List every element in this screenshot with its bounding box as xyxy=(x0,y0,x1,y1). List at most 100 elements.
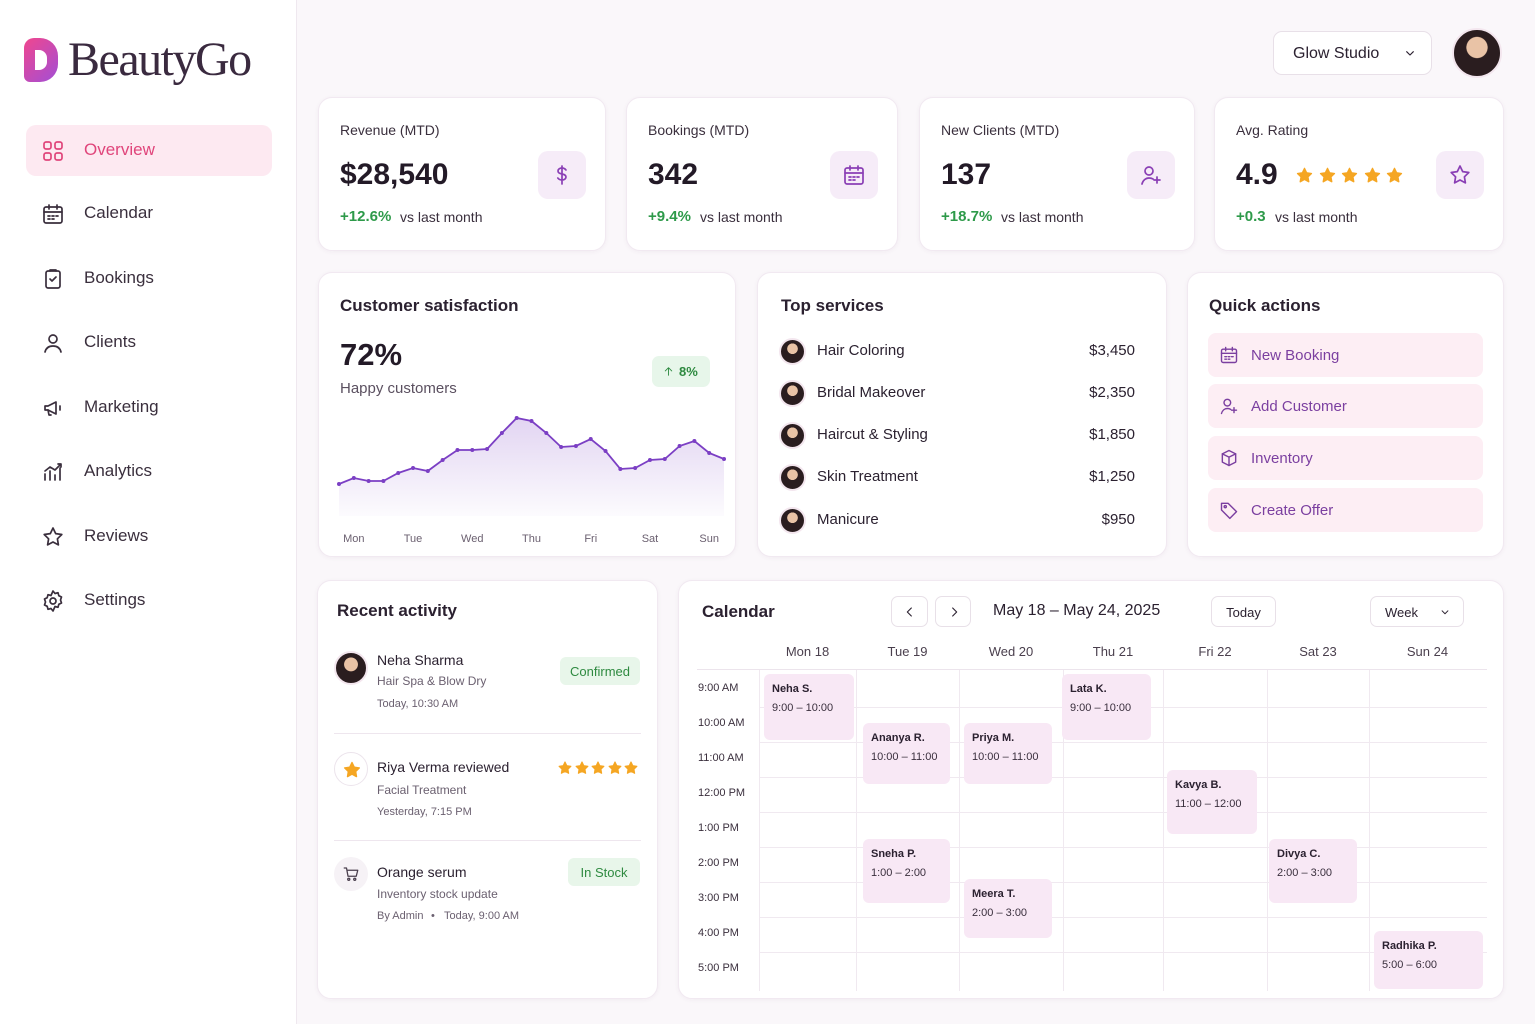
star xyxy=(1296,167,1313,183)
activity-detail: Hair Spa & Blow Dry xyxy=(377,674,487,688)
point xyxy=(366,479,371,483)
time-label: 4:00 PM xyxy=(698,927,739,939)
service-avatar xyxy=(779,380,806,407)
activity-time: Today, 10:30 AM xyxy=(377,698,459,710)
recent-activity-card: Recent activity Neha Sharma Hair Spa & Blo… xyxy=(317,580,658,999)
event-time: 10:00 – 11:00 xyxy=(972,751,1039,763)
satisfaction-chart: Mon Tue Wed Thu Fri Sat Sun xyxy=(337,416,726,545)
nav-label: Analytics xyxy=(84,461,153,480)
point xyxy=(662,457,667,461)
point xyxy=(677,444,682,448)
nav-item[interactable]: Clients xyxy=(26,317,272,368)
studio-select[interactable]: Glow Studio xyxy=(1273,31,1432,75)
activity-title: Neha Sharma xyxy=(377,652,464,668)
prev-button[interactable] xyxy=(891,596,928,627)
event-time: 9:00 – 10:00 xyxy=(772,702,834,714)
nav-icon xyxy=(44,334,62,353)
logo-mark-cut xyxy=(35,50,47,70)
time-label: 2:00 PM xyxy=(698,857,739,869)
event-time: 5:00 – 6:00 xyxy=(1382,959,1438,971)
kpi-change: +12.6% xyxy=(340,208,392,225)
event-time: 10:00 – 11:00 xyxy=(871,751,938,763)
nav-icon xyxy=(45,269,61,289)
x-tick-label: Sat xyxy=(642,533,659,545)
calendar-event[interactable]: Radhika P. 5:00 – 6:00 xyxy=(1374,931,1483,989)
chevron xyxy=(1441,610,1449,615)
star xyxy=(558,761,572,774)
action-label: Add Customer xyxy=(1251,398,1347,415)
activity-detail: Inventory stock update xyxy=(377,887,498,901)
view-select[interactable]: Week xyxy=(1370,596,1464,627)
star xyxy=(343,761,361,778)
activity-by: By Admin xyxy=(377,910,424,922)
next-button[interactable] xyxy=(935,596,971,627)
activity-time: Today, 9:00 AM xyxy=(444,910,520,922)
nav-item[interactable]: Overview xyxy=(26,125,272,176)
activity-detail: Facial Treatment xyxy=(377,783,467,797)
nav-label: Reviews xyxy=(84,526,149,545)
status-badge: Confirmed xyxy=(560,657,640,685)
calendar-event[interactable]: Sneha P. 1:00 – 2:00 xyxy=(863,839,950,903)
nav-item[interactable]: Marketing xyxy=(26,382,272,433)
time-label: 1:00 PM xyxy=(698,822,739,834)
today-button[interactable]: Today xyxy=(1211,596,1276,627)
kpi-label: New Clients (MTD) xyxy=(941,122,1060,138)
calendar-event[interactable]: Ananya R. 10:00 – 11:00 xyxy=(863,723,950,784)
calendar-event[interactable]: Lata K. 9:00 – 10:00 xyxy=(1062,674,1151,740)
kpi-note: vs last month xyxy=(1001,209,1084,225)
kpi-label: Avg. Rating xyxy=(1236,122,1309,138)
chevron xyxy=(1406,51,1414,56)
service-amount: $1,850 xyxy=(1089,426,1135,443)
service-avatar xyxy=(779,422,806,449)
time-label: 11:00 AM xyxy=(698,752,744,764)
date-range: May 18 – May 24, 2025 xyxy=(993,602,1161,619)
divider xyxy=(334,840,641,841)
nav-item[interactable]: Analytics xyxy=(26,446,272,497)
star xyxy=(591,761,605,774)
action-label: Create Offer xyxy=(1251,502,1334,519)
quick-action[interactable]: Inventory xyxy=(1208,436,1483,480)
quick-action[interactable]: Create Offer xyxy=(1208,488,1483,532)
quick-action[interactable]: New Booking xyxy=(1208,333,1483,377)
time-label: 12:00 PM xyxy=(698,787,746,799)
nav-item[interactable]: Settings xyxy=(26,575,272,626)
calendar-event[interactable]: Divya C. 2:00 – 3:00 xyxy=(1269,839,1357,903)
time-label: 3:00 PM xyxy=(698,892,739,904)
point xyxy=(529,419,534,423)
nav-item[interactable]: Calendar xyxy=(26,188,272,239)
kpi-value: 4.9 xyxy=(1236,158,1278,191)
action-icon xyxy=(1220,346,1238,364)
grid-line xyxy=(856,670,857,991)
calendar-event[interactable]: Kavya B. 11:00 – 12:00 xyxy=(1167,770,1257,834)
calendar-event[interactable]: Neha S. 9:00 – 10:00 xyxy=(764,674,854,740)
grid-line xyxy=(759,882,1487,883)
nav-icon xyxy=(44,463,62,481)
activity-icon xyxy=(334,752,368,786)
nav-icon xyxy=(43,527,63,546)
point xyxy=(351,476,356,480)
activity-title: Orange serum xyxy=(377,864,467,880)
nav-icon xyxy=(43,141,63,161)
calendar-event[interactable]: Priya M. 10:00 – 11:00 xyxy=(964,723,1052,784)
grid-line xyxy=(1063,670,1064,991)
status-text: Confirmed xyxy=(570,664,630,679)
calendar-event[interactable]: Meera T. 2:00 – 3:00 xyxy=(964,879,1052,938)
point xyxy=(573,444,578,448)
kpi-change: +9.4% xyxy=(648,208,691,225)
action-icon xyxy=(1220,398,1238,415)
nav-item[interactable]: Bookings xyxy=(26,253,272,304)
sidebar: BeautyGo Overview Calendar Bookings Clients M… xyxy=(0,0,297,1024)
card-title: Customer satisfaction xyxy=(340,296,519,315)
day-header: Wed 20 xyxy=(988,644,1034,659)
quick-action[interactable]: Add Customer xyxy=(1208,384,1483,428)
nav-label: Calendar xyxy=(84,203,153,222)
point xyxy=(381,479,386,483)
nav-item[interactable]: Reviews xyxy=(26,511,272,562)
kpi-icon xyxy=(830,151,878,199)
star xyxy=(608,761,621,774)
star xyxy=(1386,167,1403,183)
kpi-glyph xyxy=(556,165,567,185)
point xyxy=(544,431,549,435)
